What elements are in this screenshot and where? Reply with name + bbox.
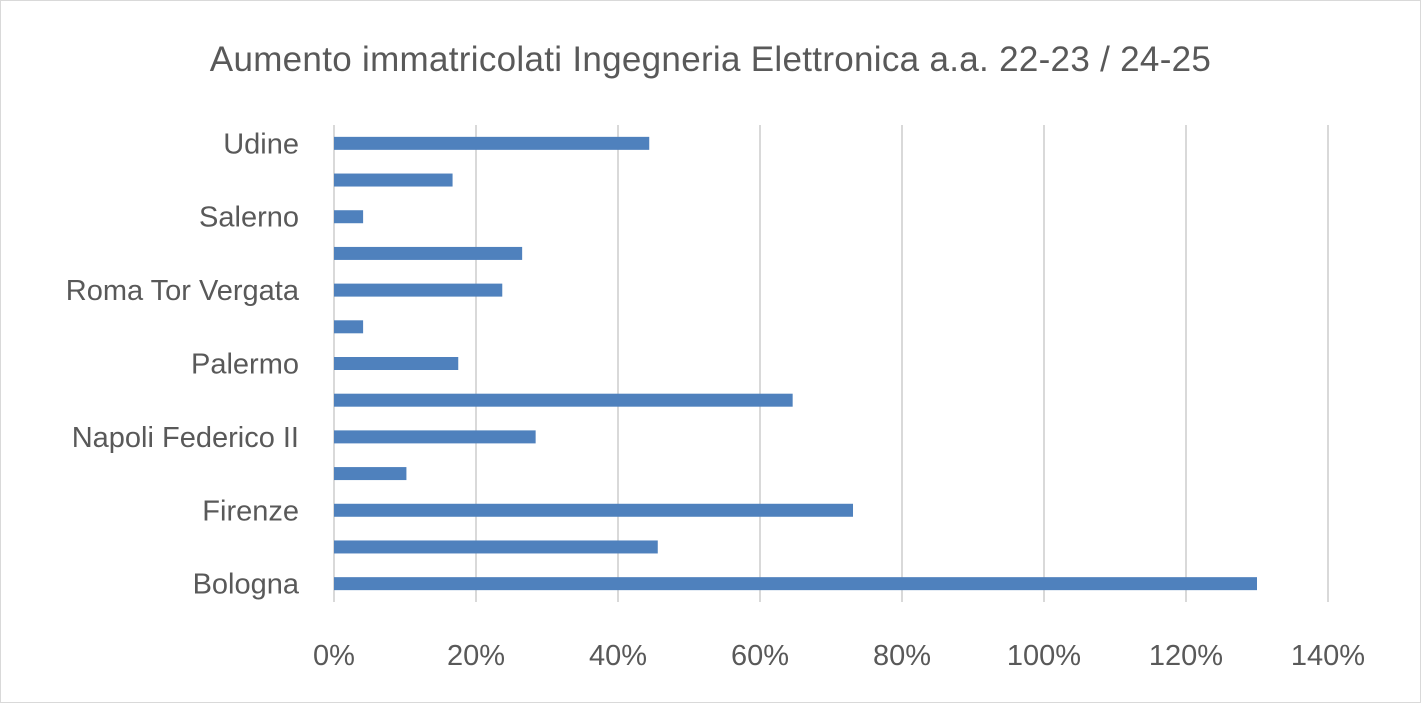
- bar-5: [334, 393, 793, 407]
- x-tick-label-2: 40%: [589, 640, 647, 672]
- bar-4: [334, 430, 536, 444]
- category-labels: Bologna Firenze Napoli Federico II Palermo R…: [66, 128, 300, 600]
- x-tick-label-6: 120%: [1149, 640, 1223, 672]
- x-tick-label-7: 140%: [1291, 640, 1365, 672]
- category-label-12: Udine: [223, 128, 299, 160]
- category-label-6: Palermo: [191, 349, 299, 381]
- gridlines: [333, 125, 1329, 602]
- bar-12: [334, 136, 650, 150]
- bar-8: [334, 283, 503, 297]
- x-tick-label-5: 100%: [1007, 640, 1081, 672]
- x-tick-label-0: 0%: [313, 640, 355, 672]
- chart-title: Aumento immatricolati Ingegneria Elettro…: [209, 40, 1212, 79]
- bar-10: [334, 210, 364, 224]
- x-tick-label-1: 20%: [447, 640, 505, 672]
- bar-6: [334, 357, 459, 370]
- bar-2: [334, 503, 854, 517]
- bar-3: [334, 467, 407, 481]
- x-tick-label-3: 60%: [731, 640, 789, 672]
- category-label-2: Firenze: [202, 495, 299, 527]
- category-label-8: Roma Tor Vergata: [66, 275, 300, 307]
- category-label-4: Napoli Federico II: [72, 422, 299, 454]
- category-label-0: Bologna: [193, 569, 300, 601]
- x-tick-label-4: 80%: [873, 640, 931, 672]
- x-axis-tick-labels: 0% 20% 40% 60% 80% 100% 120% 140%: [313, 640, 1365, 672]
- bars: [334, 136, 1257, 591]
- bar-7: [334, 320, 364, 334]
- category-label-10: Salerno: [199, 202, 299, 234]
- bar-11: [334, 173, 453, 187]
- bar-9: [334, 246, 523, 260]
- bar-0: [334, 577, 1257, 591]
- bar-1: [334, 540, 658, 554]
